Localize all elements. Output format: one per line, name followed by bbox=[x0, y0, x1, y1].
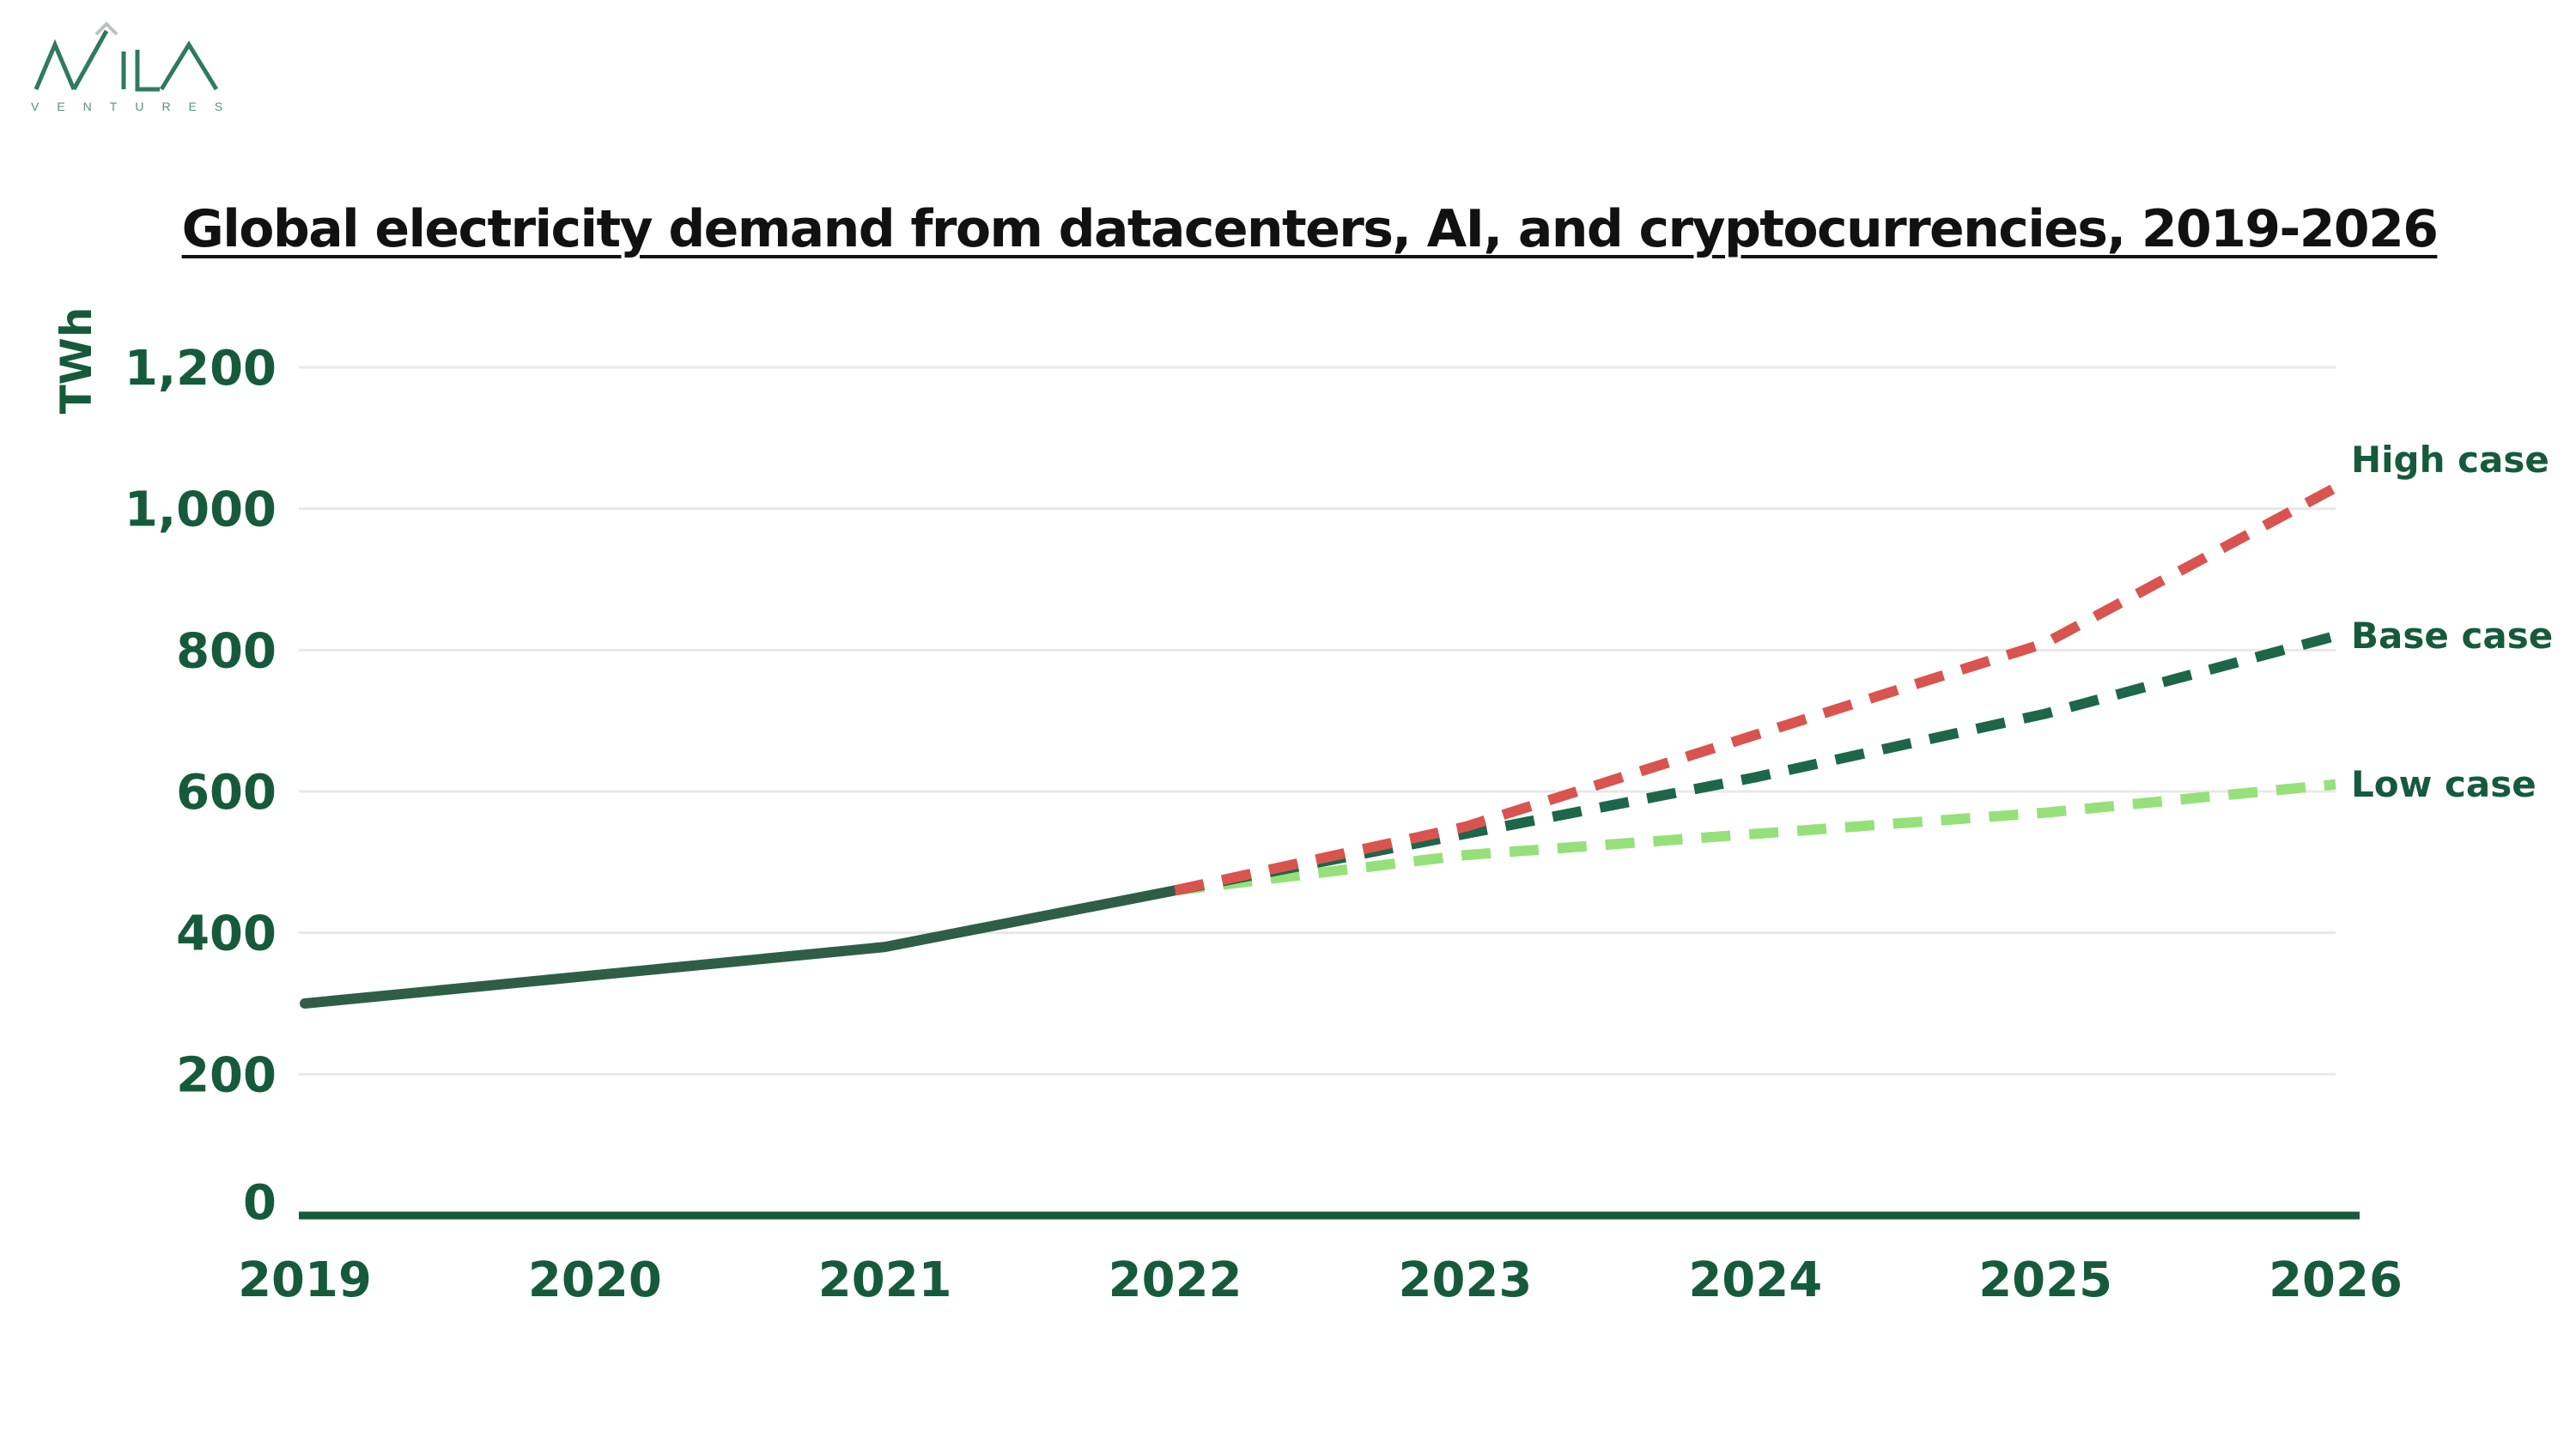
x-tick-label: 2019 bbox=[238, 1252, 372, 1308]
x-tick-label: 2020 bbox=[528, 1252, 662, 1308]
y-tick-label: 800 bbox=[176, 623, 276, 679]
x-tick-label: 2026 bbox=[2269, 1252, 2403, 1308]
series-labels: High case Base case Low case bbox=[2351, 439, 2553, 805]
high-case-label: High case bbox=[2351, 439, 2549, 481]
y-tick-label: 1,200 bbox=[125, 341, 276, 397]
gridlines bbox=[299, 366, 2336, 1076]
y-axis-label: TWh bbox=[52, 307, 101, 415]
y-tick-label: 200 bbox=[176, 1047, 276, 1103]
x-tick-label: 2023 bbox=[1398, 1252, 1532, 1308]
x-axis-ticks: 2019 2020 2021 2022 2023 2024 2025 2026 bbox=[238, 1252, 2403, 1308]
x-tick-label: 2025 bbox=[1978, 1252, 2112, 1308]
high-case-line bbox=[1174, 482, 2338, 896]
historical-line bbox=[300, 885, 1181, 1009]
low-case-line bbox=[1174, 779, 2336, 896]
base-case-label: Base case bbox=[2351, 615, 2553, 657]
y-tick-label: 600 bbox=[176, 765, 276, 821]
y-axis-ticks: 0 200 400 600 800 1,000 1,200 bbox=[125, 341, 276, 1231]
y-tick-label: 0 bbox=[243, 1175, 276, 1231]
base-case-line bbox=[1174, 631, 2337, 896]
x-tick-label: 2021 bbox=[818, 1252, 952, 1308]
avila-ventures-logo bbox=[33, 21, 219, 92]
x-tick-label: 2022 bbox=[1109, 1252, 1242, 1308]
series-lines bbox=[300, 482, 2338, 1009]
y-tick-label: 1,000 bbox=[125, 482, 276, 538]
low-case-label: Low case bbox=[2351, 763, 2537, 805]
logo-tagline: VENTURES bbox=[31, 100, 241, 113]
y-tick-label: 400 bbox=[176, 906, 276, 962]
chart-title: Global electricity demand from datacente… bbox=[181, 199, 2439, 259]
x-tick-label: 2024 bbox=[1688, 1252, 1822, 1308]
